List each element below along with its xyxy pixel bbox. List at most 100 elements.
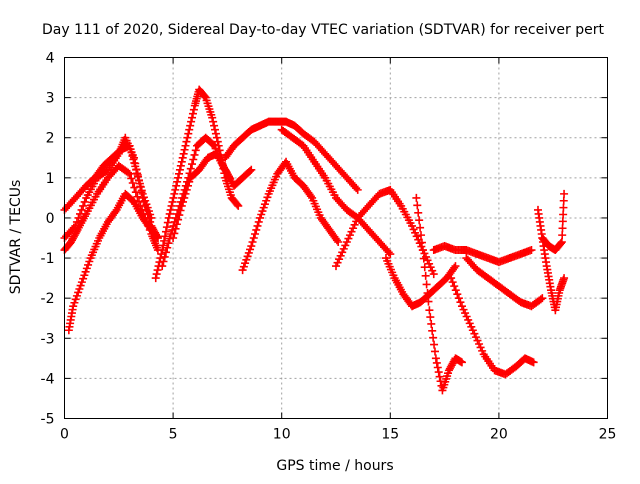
data-point bbox=[412, 193, 421, 202]
x-tick-label: 20 bbox=[490, 427, 508, 443]
data-point bbox=[556, 239, 565, 248]
data-point bbox=[352, 184, 361, 193]
data-point bbox=[152, 232, 161, 241]
data-point bbox=[432, 358, 441, 367]
data-point bbox=[172, 181, 181, 190]
data-point bbox=[174, 215, 183, 224]
data-point bbox=[560, 189, 569, 198]
data-point bbox=[174, 169, 183, 178]
data-point bbox=[180, 193, 189, 202]
data-point bbox=[417, 238, 426, 247]
data-point bbox=[182, 137, 191, 146]
y-tick-label: 4 bbox=[46, 51, 55, 67]
y-tick-label: 0 bbox=[46, 211, 55, 227]
x-axis-label: GPS time / hours bbox=[276, 458, 393, 474]
chart-title: Day 111 of 2020, Sidereal Day-to-day VTE… bbox=[42, 22, 604, 38]
data-point bbox=[79, 201, 88, 210]
data-point bbox=[429, 333, 438, 342]
data-point bbox=[450, 263, 459, 272]
data-point bbox=[163, 218, 172, 227]
data-point bbox=[211, 129, 220, 138]
data-point bbox=[558, 231, 567, 240]
data-point bbox=[413, 201, 422, 210]
data-point bbox=[430, 347, 439, 356]
data-point bbox=[447, 274, 456, 283]
series-track-17 bbox=[533, 205, 569, 315]
data-point bbox=[181, 141, 190, 150]
data-point bbox=[80, 197, 89, 206]
data-point bbox=[247, 165, 256, 174]
data-point bbox=[147, 213, 156, 222]
data-point bbox=[161, 248, 170, 257]
data-point bbox=[254, 217, 263, 226]
data-point bbox=[558, 217, 567, 226]
data-point bbox=[433, 363, 442, 372]
x-tick-label: 5 bbox=[169, 427, 178, 443]
points-layer bbox=[60, 85, 569, 395]
data-point bbox=[560, 274, 569, 283]
series-track-9 bbox=[238, 157, 343, 275]
data-point bbox=[167, 201, 176, 210]
data-point bbox=[334, 238, 343, 247]
y-axis-label: SDTVAR / TECUs bbox=[8, 180, 24, 295]
data-point bbox=[384, 248, 393, 257]
data-point bbox=[183, 181, 192, 190]
data-point bbox=[184, 129, 193, 138]
y-tick-label: -1 bbox=[41, 251, 55, 267]
data-point bbox=[152, 270, 161, 279]
data-point bbox=[77, 205, 86, 214]
data-point bbox=[176, 161, 185, 170]
data-point bbox=[451, 262, 460, 271]
data-point bbox=[559, 210, 568, 219]
data-point bbox=[189, 155, 198, 164]
data-point bbox=[169, 193, 178, 202]
data-point bbox=[213, 137, 222, 146]
data-point bbox=[185, 177, 194, 186]
data-point bbox=[171, 185, 180, 194]
data-point bbox=[127, 174, 136, 183]
data-point bbox=[212, 133, 221, 142]
data-point bbox=[457, 358, 466, 367]
data-point bbox=[178, 153, 187, 162]
data-point bbox=[423, 289, 432, 298]
data-point bbox=[209, 140, 218, 149]
data-point bbox=[181, 189, 190, 198]
data-point bbox=[159, 257, 168, 266]
tick-layer: 0 5 10 15 20 25 -5 -4 -3 -2 -1 0 1 2 3 4 bbox=[41, 51, 617, 443]
series-track-5 bbox=[151, 85, 243, 283]
data-point bbox=[419, 254, 428, 263]
data-point bbox=[177, 157, 186, 166]
data-point bbox=[252, 225, 261, 234]
data-point bbox=[187, 117, 196, 126]
data-point bbox=[124, 168, 133, 177]
data-point bbox=[417, 231, 426, 240]
data-point bbox=[151, 274, 160, 283]
data-point bbox=[427, 319, 436, 328]
data-point bbox=[189, 105, 198, 114]
data-point bbox=[332, 236, 341, 245]
data-point bbox=[450, 282, 459, 291]
data-point bbox=[210, 121, 219, 130]
data-point bbox=[435, 372, 444, 381]
series-track-16 bbox=[462, 254, 547, 311]
data-point bbox=[188, 113, 197, 122]
data-point bbox=[431, 354, 440, 363]
data-point bbox=[183, 133, 192, 142]
data-point bbox=[169, 234, 178, 242]
series-track-12 bbox=[381, 254, 460, 311]
y-tick-label: 2 bbox=[46, 131, 55, 147]
data-point bbox=[172, 220, 181, 229]
data-point bbox=[246, 166, 255, 175]
data-point bbox=[251, 229, 260, 238]
series-track-3 bbox=[64, 189, 162, 335]
data-point bbox=[418, 246, 427, 255]
series-track-11 bbox=[332, 185, 438, 279]
data-point bbox=[209, 117, 218, 126]
data-point bbox=[173, 177, 182, 186]
data-point bbox=[131, 188, 140, 197]
data-point bbox=[424, 297, 433, 306]
data-point bbox=[422, 280, 431, 289]
data-point bbox=[233, 200, 242, 209]
data-point bbox=[161, 232, 170, 241]
